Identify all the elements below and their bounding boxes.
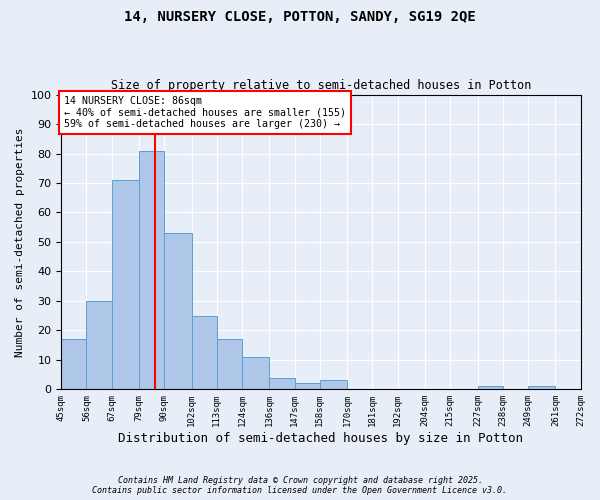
Bar	[478, 386, 503, 390]
Title: Size of property relative to semi-detached houses in Potton: Size of property relative to semi-detach…	[111, 79, 531, 92]
Bar	[61, 339, 86, 390]
Y-axis label: Number of semi-detached properties: Number of semi-detached properties	[15, 127, 25, 356]
Bar	[217, 339, 242, 390]
Bar	[320, 380, 347, 390]
Bar	[112, 180, 139, 390]
Text: 14, NURSERY CLOSE, POTTON, SANDY, SG19 2QE: 14, NURSERY CLOSE, POTTON, SANDY, SG19 2…	[124, 10, 476, 24]
Text: 14 NURSERY CLOSE: 86sqm
← 40% of semi-detached houses are smaller (155)
59% of s: 14 NURSERY CLOSE: 86sqm ← 40% of semi-de…	[64, 96, 346, 129]
X-axis label: Distribution of semi-detached houses by size in Potton: Distribution of semi-detached houses by …	[118, 432, 523, 445]
Bar	[242, 357, 269, 390]
Bar	[269, 378, 295, 390]
Bar	[139, 150, 164, 390]
Bar	[295, 384, 320, 390]
Bar	[528, 386, 556, 390]
Bar	[164, 233, 191, 390]
Bar	[191, 316, 217, 390]
Bar	[86, 301, 112, 390]
Text: Contains HM Land Registry data © Crown copyright and database right 2025.
Contai: Contains HM Land Registry data © Crown c…	[92, 476, 508, 495]
